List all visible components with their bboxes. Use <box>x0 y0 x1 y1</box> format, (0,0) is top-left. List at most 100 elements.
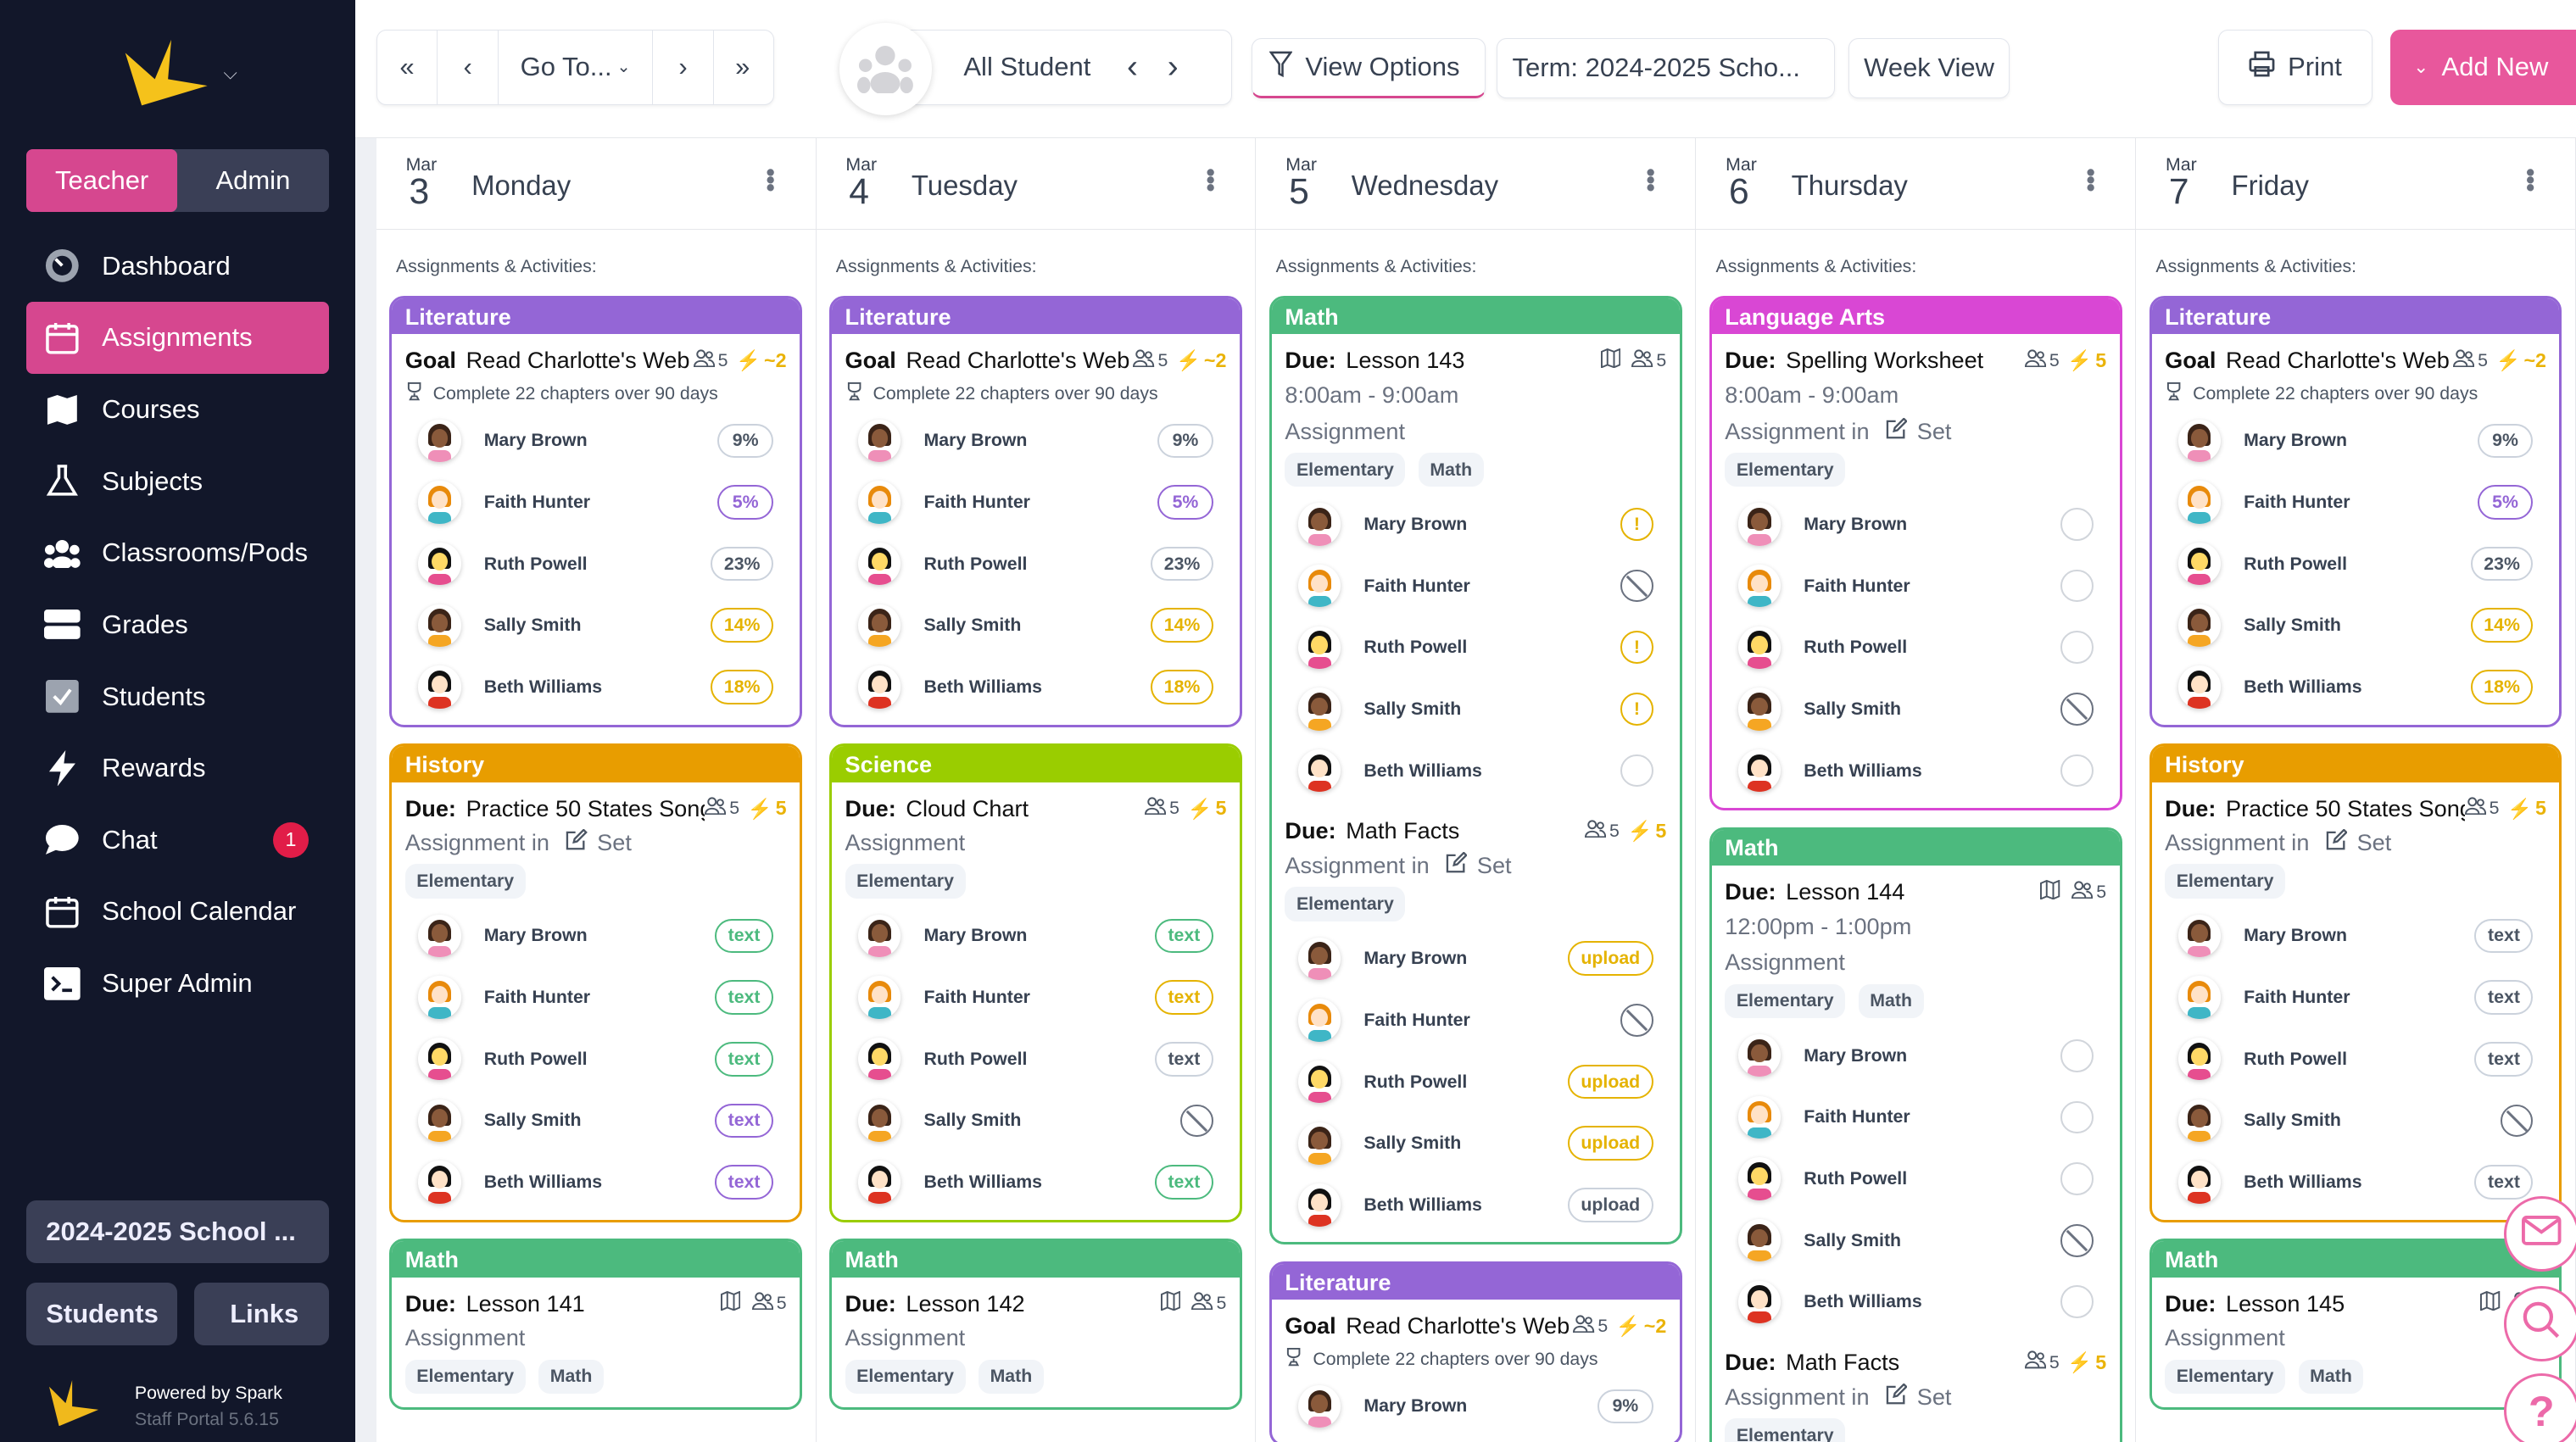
assignment-item[interactable]: Goal Read Charlotte's Web 5 ⚡ ~2 Complete 22 … <box>845 344 1227 718</box>
empty-status-icon[interactable] <box>1620 754 1653 788</box>
status-pill[interactable]: upload <box>1567 941 1653 977</box>
student-row[interactable]: Ruth Powell! <box>1285 616 1666 678</box>
sidebar-item-dashboard[interactable]: Dashboard <box>26 230 329 302</box>
subject-card[interactable]: Math Due: Lesson 143 5 8:00am - 9:00am Assign… <box>1268 295 1682 1245</box>
prev-student-button[interactable]: ‹ <box>1126 48 1138 86</box>
week-view-button[interactable]: Week View <box>1848 37 2010 99</box>
assignment-item[interactable]: Goal Read Charlotte's Web 5 ⚡ ~2 Complete 22 … <box>2165 344 2546 718</box>
spark-logo[interactable] <box>119 36 211 115</box>
student-row[interactable]: Faith Hunter <box>1725 555 2106 617</box>
print-button[interactable]: Print <box>2217 29 2372 105</box>
status-pill[interactable]: 14% <box>1151 608 1213 643</box>
student-row[interactable]: Faith Hunter <box>1285 555 1666 617</box>
status-pill[interactable]: 18% <box>1151 670 1213 704</box>
excused-icon[interactable] <box>2060 1223 2094 1257</box>
assignment-title[interactable]: Read Charlotte's Web <box>2226 347 2450 374</box>
help-button[interactable]: ? <box>2503 1372 2576 1442</box>
student-row[interactable]: Sally Smith! <box>1285 678 1666 740</box>
student-row[interactable]: Ruth Powell <box>1725 616 2106 678</box>
empty-status-icon[interactable] <box>2060 569 2094 603</box>
assignment-item[interactable]: Due: Spelling Worksheet 5 ⚡ 5 8:00am - 9:00am… <box>1725 344 2106 801</box>
toggle-teacher[interactable]: Teacher <box>26 149 178 212</box>
student-row[interactable]: Faith Hunter text <box>2165 966 2546 1028</box>
student-row[interactable]: Beth Williams <box>1725 1272 2106 1333</box>
subject-card[interactable]: Literature Goal Read Charlotte's Web 5 ⚡ ~2 Co… <box>829 295 1242 727</box>
sidebar-item-assignments[interactable]: Assignments <box>26 301 329 374</box>
assignment-item[interactable]: Due: Lesson 143 5 8:00am - 9:00am Assignment… <box>1285 344 1666 801</box>
subject-card[interactable]: Math Due: Lesson 144 5 12:00pm - 1:00pm Assig… <box>1709 827 2122 1442</box>
assignment-title[interactable]: Spelling Worksheet <box>1786 347 1984 374</box>
search-button[interactable] <box>2503 1286 2576 1362</box>
assignment-title[interactable]: Lesson 142 <box>906 1289 1025 1317</box>
student-row[interactable]: Sally Smith 14% <box>845 594 1227 656</box>
status-pill[interactable]: 14% <box>711 608 774 643</box>
status-pill[interactable]: 5% <box>2477 485 2534 520</box>
assignment-title[interactable]: Math Facts <box>1346 817 1460 844</box>
excused-icon[interactable] <box>1180 1104 1213 1138</box>
student-row[interactable]: Mary Brown <box>1725 493 2106 555</box>
excused-icon[interactable] <box>1620 1004 1653 1037</box>
student-row[interactable]: Ruth Powell text <box>405 1028 787 1090</box>
set-button[interactable]: Set <box>2326 828 2391 856</box>
status-pill[interactable]: text <box>715 1103 774 1139</box>
set-button[interactable]: Set <box>1886 416 1951 445</box>
status-pill[interactable]: 23% <box>1151 546 1213 582</box>
status-pill[interactable]: upload <box>1567 1064 1653 1100</box>
status-pill[interactable]: 5% <box>717 485 774 520</box>
student-selector[interactable]: All Student ‹ › <box>880 29 1233 105</box>
student-row[interactable]: Mary Brown 9% <box>2165 410 2546 472</box>
student-row[interactable]: Mary Brown <box>1725 1025 2106 1087</box>
status-pill[interactable]: text <box>2474 1165 2534 1200</box>
assignment-title[interactable]: Cloud Chart <box>906 794 1029 821</box>
student-row[interactable]: Beth Williams 18% <box>405 656 787 718</box>
assignment-item[interactable]: Due: Lesson 142 5 Assignment Elementary Math <box>845 1287 1226 1395</box>
sidebar-item-super-admin[interactable]: Super Admin <box>26 948 329 1020</box>
term-dropdown[interactable]: Term: 2024-2025 Scho... <box>1497 37 1836 99</box>
student-row[interactable]: Beth Williams upload <box>1285 1174 1666 1236</box>
assignment-item[interactable]: Due: Math Facts 5 ⚡ 5 Assignment in Set Element… <box>1725 1346 2106 1442</box>
status-pill[interactable]: text <box>1154 918 1213 954</box>
student-row[interactable]: Sally Smith upload <box>1285 1112 1666 1174</box>
student-row[interactable]: Mary Brown 9% <box>845 410 1227 472</box>
status-pill[interactable]: text <box>1154 1041 1213 1077</box>
student-row[interactable]: Ruth Powell text <box>845 1028 1227 1090</box>
student-row[interactable]: Ruth Powell <box>1725 1148 2106 1210</box>
more-options-icon[interactable]: ••• <box>1196 167 1226 191</box>
status-pill[interactable]: 14% <box>2470 608 2534 643</box>
status-pill[interactable]: text <box>715 918 774 954</box>
assignment-title[interactable]: Lesson 141 <box>466 1289 585 1317</box>
student-row[interactable]: Mary Brown text <box>405 905 787 967</box>
subject-card[interactable]: Science Due: Cloud Chart 5 ⚡ 5 Assignment Eleme… <box>829 743 1242 1222</box>
goto-dropdown[interactable]: Go To... ⌄ <box>499 30 654 104</box>
sidebar-item-chat[interactable]: Chat 1 <box>26 805 329 877</box>
status-pill[interactable]: text <box>2474 1041 2534 1077</box>
links-button[interactable]: Links <box>193 1283 329 1345</box>
empty-status-icon[interactable] <box>2060 631 2094 665</box>
status-pill[interactable]: upload <box>1567 1188 1653 1222</box>
student-row[interactable]: Ruth Powell upload <box>1285 1051 1666 1113</box>
prev-button[interactable]: ‹ <box>438 30 499 104</box>
more-options-icon[interactable]: ••• <box>2516 167 2546 191</box>
student-row[interactable]: Faith Hunter 5% <box>845 471 1227 533</box>
student-row[interactable]: Faith Hunter text <box>405 966 787 1028</box>
assignment-item[interactable]: Goal Read Charlotte's Web 5 ⚡ ~2 Complete 22 … <box>405 344 787 718</box>
status-pill[interactable]: 9% <box>1157 423 1213 459</box>
subject-card[interactable]: Literature Goal Read Charlotte's Web 5 ⚡ ~2 Co… <box>1268 1261 1682 1442</box>
all-students-avatar[interactable] <box>839 23 932 115</box>
assignment-title[interactable]: Lesson 144 <box>1786 878 1905 905</box>
assignment-item[interactable]: Due: Lesson 144 5 12:00pm - 1:00pm Assignmen… <box>1725 876 2106 1333</box>
sidebar-item-subjects[interactable]: Subjects <box>26 445 329 517</box>
assignment-title[interactable]: Math Facts <box>1786 1349 1900 1376</box>
assignment-title[interactable]: Lesson 143 <box>1346 347 1465 374</box>
sidebar-item-school-calendar[interactable]: School Calendar <box>26 876 329 948</box>
view-options-button[interactable]: View Options <box>1252 37 1486 99</box>
student-row[interactable]: Beth Williams 18% <box>2165 656 2546 718</box>
sidebar-item-courses[interactable]: Courses <box>26 374 329 446</box>
assignment-title[interactable]: Read Charlotte's Web <box>906 347 1130 374</box>
last-page-button[interactable]: » <box>735 52 750 82</box>
chevron-down-icon[interactable]: ⌵ <box>223 62 237 83</box>
assignment-title[interactable]: Practice 50 States Song <box>2226 794 2465 821</box>
status-pill[interactable]: text <box>715 980 774 1015</box>
status-pill[interactable]: text <box>2474 918 2534 954</box>
student-row[interactable]: Ruth Powell 23% <box>845 533 1227 595</box>
